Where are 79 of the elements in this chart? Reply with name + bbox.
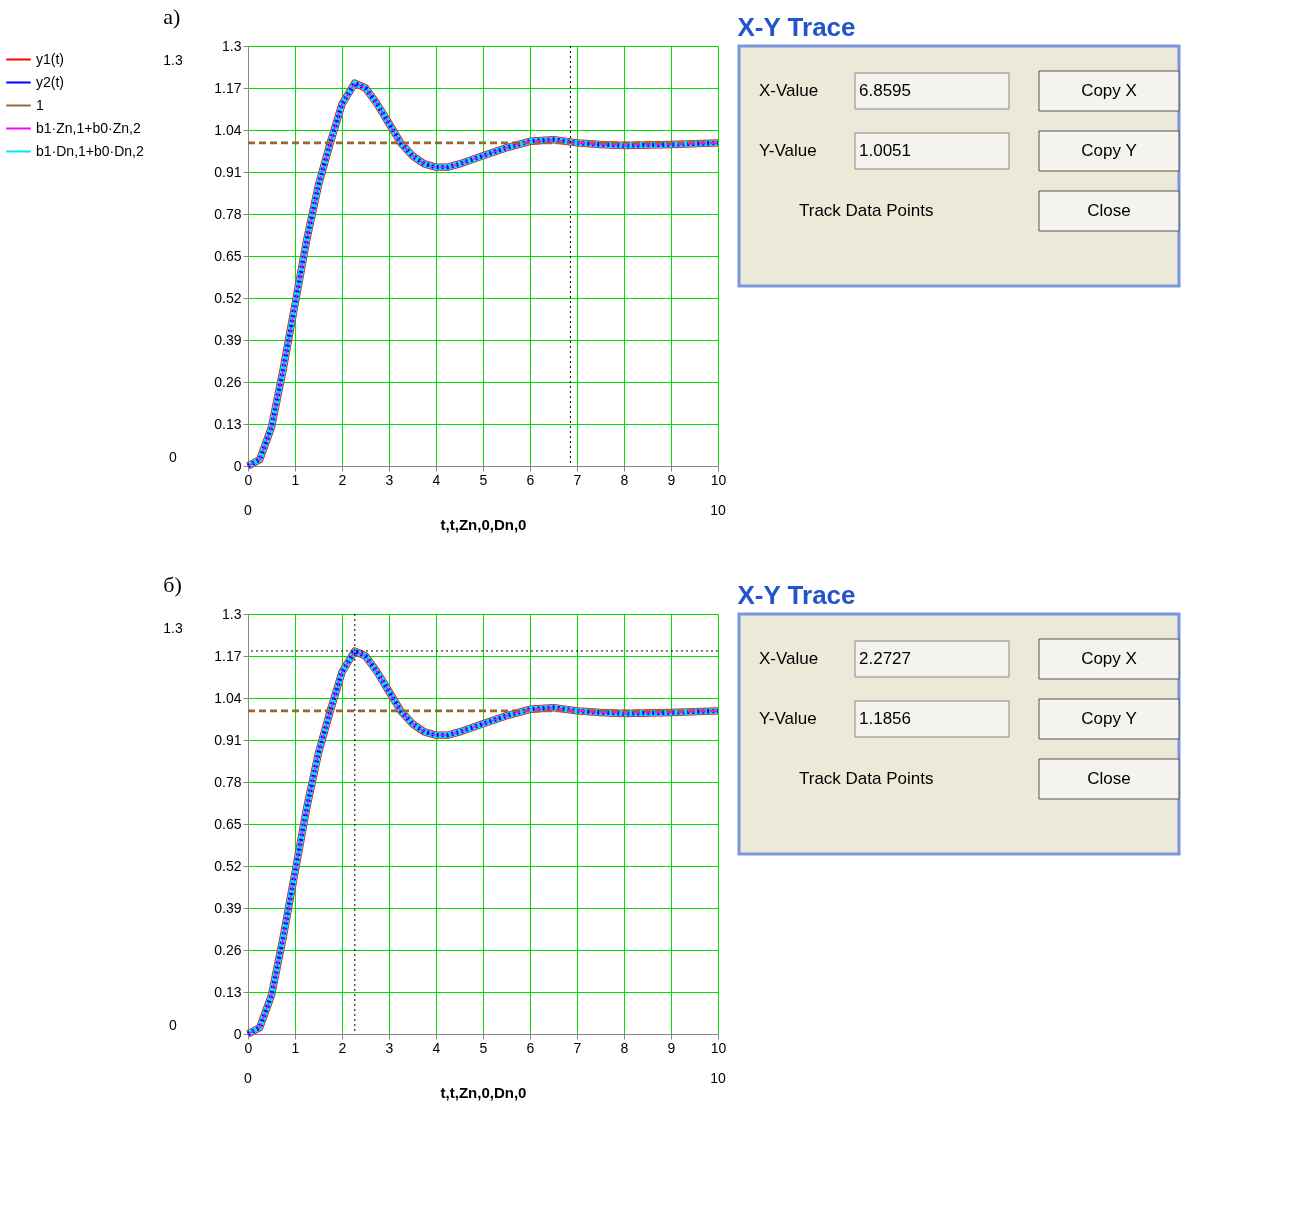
y-tick-label: 0.13 xyxy=(214,983,242,1000)
text: Copy X xyxy=(1081,81,1137,100)
text: 2.2727 xyxy=(859,649,911,668)
text: 1.1856 xyxy=(859,709,911,728)
x-tick-label: 7 xyxy=(573,1039,582,1056)
text: X-Value xyxy=(759,649,819,668)
text: 10 xyxy=(710,1070,726,1086)
y-tick-label: 1.17 xyxy=(214,79,242,96)
x-tick-label: 2 xyxy=(338,471,347,488)
y-tick-label: 0.78 xyxy=(214,205,242,222)
text: Copy Y xyxy=(1081,141,1137,160)
x-tick-label: 3 xyxy=(385,471,394,488)
y-tick-label: 1.17 xyxy=(214,647,242,664)
x-axis-title: t,t,Zn,0,Dn,0 xyxy=(440,515,527,533)
text: 6.8595 xyxy=(859,81,911,100)
y-tick-label: 0 xyxy=(233,1025,242,1042)
x-tick-label: 9 xyxy=(667,1039,676,1056)
text: 0 xyxy=(244,1070,253,1086)
x-tick-label: 4 xyxy=(432,471,441,488)
text: 1.3 xyxy=(163,620,183,636)
text: Close xyxy=(1087,201,1131,220)
y-tick-label: 1.04 xyxy=(214,121,242,138)
x-tick-label: 0 xyxy=(244,471,253,488)
x-tick-label: 2 xyxy=(338,1039,347,1056)
y-tick-label: 0.52 xyxy=(214,289,242,306)
text: Track Data Points xyxy=(799,769,934,788)
text: Track Data Points xyxy=(799,201,934,220)
y-tick-label: 0.39 xyxy=(214,899,242,916)
y-tick-label: 1.04 xyxy=(214,689,242,706)
x-tick-label: 5 xyxy=(479,471,488,488)
y-tick-label: 1.3 xyxy=(222,605,242,622)
y-tick-label: 1.3 xyxy=(222,37,242,54)
x-tick-label: 10 xyxy=(710,1039,727,1056)
text: X-Y Trace xyxy=(737,11,856,42)
y-tick-label: 0.26 xyxy=(214,941,242,958)
text: 0 xyxy=(244,502,253,518)
x-tick-label: 3 xyxy=(385,1039,394,1056)
x-tick-label: 10 xyxy=(710,471,727,488)
y-tick-label: 0.39 xyxy=(214,331,242,348)
text: 0 xyxy=(169,449,178,465)
x-tick-label: 6 xyxy=(526,1039,535,1056)
text: Y-Value xyxy=(759,141,817,160)
legend-label: y2(t) xyxy=(36,73,64,90)
x-tick-label: 8 xyxy=(620,471,629,488)
y-tick-label: 0.52 xyxy=(214,857,242,874)
legend-label: 1 xyxy=(36,96,44,113)
y-tick-label: 0.26 xyxy=(214,373,242,390)
chart-title: б) xyxy=(163,572,182,597)
x-tick-label: 1 xyxy=(291,471,300,488)
y-tick-label: 0.65 xyxy=(214,247,242,264)
text: 1.3 xyxy=(163,52,183,68)
y-tick-label: 0.78 xyxy=(214,773,242,790)
text: Copy X xyxy=(1081,649,1137,668)
y-tick-label: 0.65 xyxy=(214,815,242,832)
x-tick-label: 1 xyxy=(291,1039,300,1056)
x-tick-label: 5 xyxy=(479,1039,488,1056)
text: X-Y Trace xyxy=(737,579,856,610)
x-tick-label: 0 xyxy=(244,1039,253,1056)
text: Y-Value xyxy=(759,709,817,728)
x-tick-label: 7 xyxy=(573,471,582,488)
y-tick-label: 0.13 xyxy=(214,415,242,432)
legend-label: b1·Dn,1+b0·Dn,2 xyxy=(36,142,144,159)
text: 0 xyxy=(169,1017,178,1033)
legend-label: y1(t) xyxy=(36,50,64,67)
x-tick-label: 4 xyxy=(432,1039,441,1056)
text: Copy Y xyxy=(1081,709,1137,728)
text: X-Value xyxy=(759,81,819,100)
x-tick-label: 6 xyxy=(526,471,535,488)
text: 10 xyxy=(710,502,726,518)
y-tick-label: 0.91 xyxy=(214,731,242,748)
legend-label: b1·Zn,1+b0·Zn,2 xyxy=(36,119,141,136)
x-tick-label: 8 xyxy=(620,1039,629,1056)
chart-title: а) xyxy=(163,4,181,29)
y-tick-label: 0.91 xyxy=(214,163,242,180)
y-tick-label: 0 xyxy=(233,457,242,474)
x-axis-title: t,t,Zn,0,Dn,0 xyxy=(440,1083,527,1101)
x-tick-label: 9 xyxy=(667,471,676,488)
text: Close xyxy=(1087,769,1131,788)
text: 1.0051 xyxy=(859,141,911,160)
